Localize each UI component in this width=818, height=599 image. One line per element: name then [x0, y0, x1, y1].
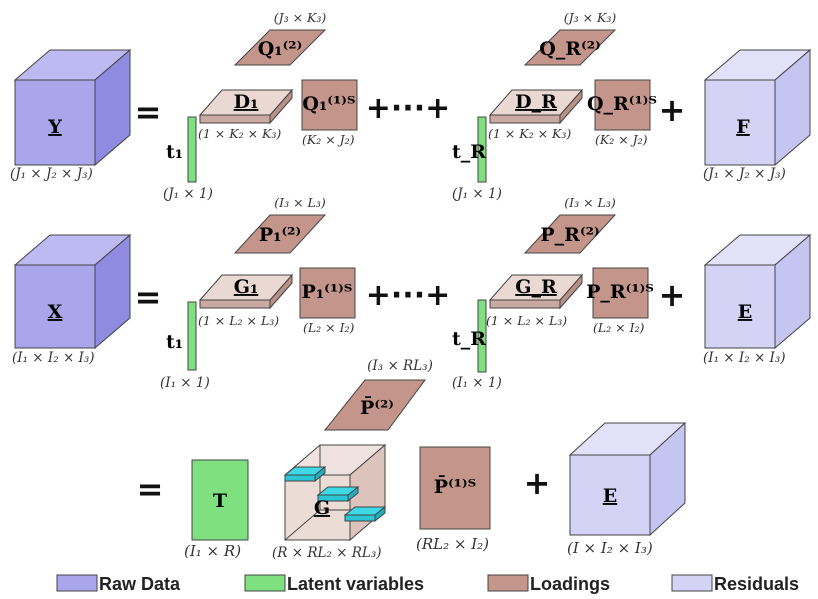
tR-label-row1: t_R: [452, 141, 486, 163]
tensor-y-label: Y: [47, 116, 62, 138]
g-core-label: G: [314, 497, 330, 519]
g1-label: G₁: [234, 276, 259, 298]
legend-swatch-residuals: [671, 574, 713, 592]
g-core-dims: (R × RL₂ × RL₃): [272, 545, 382, 561]
legend-swatch-latent-variables: [244, 574, 286, 592]
pR-2-loading: [523, 214, 617, 254]
qR-1t-dims: (K₂ × J₂): [595, 132, 648, 147]
tensor-y-dims: (J₁ × J₂ × J₃): [10, 166, 93, 182]
plus-dots-row2: +···+: [366, 278, 450, 313]
p-bar-2-dims: (I₃ × RL₃): [367, 358, 433, 374]
q1-1t-loading: [301, 79, 358, 131]
legend-label-residuals: Residuals: [714, 574, 799, 594]
core-slice-3: [343, 505, 387, 523]
d1-dims: (1 × K₂ × K₃): [198, 126, 281, 141]
g1-core-slab: G₁: [198, 273, 294, 310]
plus-row3: +: [524, 464, 551, 502]
p1-1t-loading: [299, 267, 356, 319]
p1-1t-label: P₁⁽¹⁾ᵀ: [302, 281, 353, 303]
residual-e-dims-row2: (I₁ × I₂ × I₃): [703, 350, 786, 366]
t1-label-row2: t₁: [166, 331, 183, 353]
legend-label-latent-variables: Latent variables: [287, 574, 424, 594]
legend-swatch-loadings: [487, 574, 529, 592]
p-bar-1t-label: P̄⁽¹⁾ᵀ: [434, 476, 477, 498]
q1-2-loading: [233, 29, 327, 66]
tensor-x-dims: (I₁ × I₂ × I₃): [12, 350, 95, 366]
tensor-x-label: X: [48, 301, 63, 323]
p-bar-2-loading: [323, 379, 426, 431]
p1-1t-dims: (L₂ × I₂): [303, 320, 355, 335]
p-bar-1t-loading: [419, 446, 491, 530]
legend-label-raw-data: Raw Data: [99, 574, 181, 594]
dR-label: D_R: [515, 91, 557, 113]
g1-dims: (1 × L₂ × L₃): [198, 313, 279, 328]
plus-row1: +: [659, 91, 686, 129]
q1-1t-label: Q₁⁽¹⁾ᵀ: [302, 93, 355, 115]
tR-latent-vector-row1: [477, 116, 487, 183]
q1-2-label: Q₁⁽²⁾: [258, 38, 303, 60]
t1-dims-row2: (I₁ × 1): [160, 375, 210, 391]
equals-sign-row1: =: [135, 93, 162, 131]
residual-e-cube-row3: E: [568, 421, 687, 537]
core-slice-2: [316, 485, 360, 503]
legend: Raw Data Latent variables Loadings Resid…: [56, 574, 799, 594]
residual-e-cube-row2: E: [703, 233, 812, 350]
residual-f-label: F: [736, 116, 750, 138]
residual-f-cube: F: [703, 48, 812, 167]
p-bar-2-label: P̄⁽²⁾: [360, 397, 394, 419]
q1-1t-dims: (K₂ × J₂): [302, 132, 355, 147]
d1-core-slab: D₁: [198, 88, 294, 125]
pR-1t-label: P_R⁽¹⁾ᵀ: [586, 281, 654, 303]
pR-1t-loading: [592, 267, 649, 319]
tensor-y-cube: Y: [13, 48, 132, 167]
t-latent-matrix: [191, 459, 249, 541]
legend-swatch-raw-data: [56, 574, 98, 592]
q1-2-dims: (J₃ × K₃): [274, 10, 327, 25]
t-matrix-dims: (I₁ × R): [184, 542, 241, 560]
pR-2-dims: (I₃ × L₃): [564, 195, 616, 210]
p1-2-dims: (I₃ × L₃): [274, 195, 326, 210]
qR-1t-label: Q_R⁽¹⁾ᵀ: [587, 93, 657, 115]
d1-label: D₁: [234, 91, 259, 113]
t1-latent-vector-row1: [187, 116, 197, 183]
equals-sign-row2: =: [135, 278, 162, 316]
p1-2-loading: [233, 214, 327, 254]
gR-core-slab: G_R: [488, 273, 584, 310]
gR-dims: (1 × L₂ × L₃): [486, 313, 567, 328]
equals-sign-row3: =: [137, 470, 164, 508]
tR-dims-row1: (J₁ × 1): [452, 186, 502, 202]
residual-e-label-row3: E: [603, 485, 617, 507]
dR-dims: (1 × K₂ × K₃): [488, 126, 571, 141]
t1-label-row1: t₁: [166, 141, 183, 163]
tR-dims-row2: (I₁ × 1): [452, 375, 502, 391]
core-slice-1: [283, 465, 327, 483]
p1-2-label: P₁⁽²⁾: [259, 224, 301, 246]
qR-2-label: Q_R⁽²⁾: [539, 38, 600, 60]
dR-core-slab: D_R: [488, 88, 584, 125]
tR-latent-vector-row2: [477, 299, 487, 373]
plus-row2: +: [659, 276, 686, 314]
residual-e-dims-row3: (I × I₂ × I₃): [567, 539, 653, 557]
pR-1t-dims: (L₂ × I₂): [593, 320, 645, 335]
residual-e-label-row2: E: [738, 301, 752, 323]
gR-label: G_R: [515, 276, 557, 298]
t1-dims-row1: (J₁ × 1): [163, 186, 213, 202]
qR-1t-loading: [594, 79, 651, 131]
tensor-x-cube: X: [13, 233, 132, 350]
qR-2-loading: [523, 29, 617, 66]
t-matrix-label: T: [213, 490, 227, 512]
t1-latent-vector-row2: [187, 301, 197, 371]
pR-2-label: P_R⁽²⁾: [540, 224, 599, 246]
plus-dots-row1: +···+: [366, 91, 450, 126]
g-core-cube: G: [283, 443, 387, 542]
tR-label-row2: t_R: [452, 328, 486, 350]
residual-f-dims: (J₁ × J₂ × J₃): [703, 166, 786, 182]
qR-2-dims: (J₃ × K₃): [564, 10, 617, 25]
p-bar-1t-dims: (RL₂ × I₂): [416, 535, 489, 553]
legend-label-loadings: Loadings: [530, 574, 610, 594]
